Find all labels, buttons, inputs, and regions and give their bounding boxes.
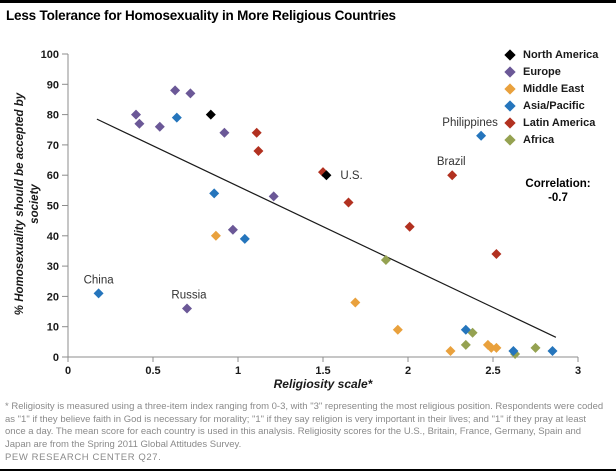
legend-item: Middle East (504, 80, 598, 97)
data-point-latin-america (491, 248, 502, 259)
legend: North America Europe Middle East Asia/Pacif… (504, 46, 598, 148)
legend-diamond-icon (504, 99, 516, 112)
legend-label: Asia/Pacific (523, 99, 585, 112)
y-axis-title: % Homosexuality should be accepted by so… (14, 92, 41, 316)
data-point-europe (185, 88, 196, 99)
data-point-asia-pacific (171, 112, 182, 123)
data-point-europe (227, 224, 238, 235)
legend-diamond-icon (504, 65, 516, 78)
data-point-north-america (321, 170, 332, 181)
data-point-asia-pacific (460, 324, 471, 335)
point-label-brazil: Brazil (437, 156, 466, 168)
legend-label: Latin America (523, 116, 596, 129)
point-label-russia: Russia (171, 290, 207, 302)
point-label-china: China (84, 274, 115, 286)
x-tick-label: 1 (235, 365, 241, 377)
legend-item: Europe (504, 63, 598, 80)
y-tick-label: 30 (47, 261, 59, 273)
data-point-middle-east (445, 345, 456, 356)
data-point-europe (182, 303, 192, 314)
scatter-plot: 0 10 20 30 40 50 60 70 80 90 100 0 0.5 1 1.5 2 2.5 3 China… (41, 49, 581, 377)
y-tick-label: 20 (47, 291, 59, 303)
legend-diamond-icon (504, 48, 516, 61)
legend-item: Asia/Pacific (504, 97, 598, 114)
legend-diamond-icon (504, 116, 516, 129)
data-point-africa (530, 342, 541, 353)
x-axis-title: Religiosity scale* (273, 377, 373, 391)
data-point-asia-pacific (209, 188, 220, 199)
y-tick-label: 100 (41, 49, 59, 61)
chart-title: Less Tolerance for Homosexuality in More… (6, 8, 396, 23)
y-tick-label: 40 (47, 231, 59, 243)
data-point-asia-pacific (476, 130, 487, 141)
data-point-europe (268, 191, 279, 202)
point-label-u-s-: U.S. (340, 170, 362, 182)
data-point-middle-east (491, 342, 502, 353)
x-tick-label: 1.5 (315, 365, 330, 377)
data-point-latin-america (253, 145, 264, 156)
data-point-europe (134, 118, 145, 129)
bottom-rule (0, 469, 616, 471)
data-point-middle-east (350, 297, 361, 308)
data-point-north-america (205, 109, 216, 120)
data-point-europe (131, 109, 141, 120)
legend-label: Africa (523, 133, 555, 146)
correlation-value: -0.7 (548, 192, 568, 204)
footnote: * Religiosity is measured using a three-… (5, 401, 604, 450)
y-tick-label: 60 (47, 170, 59, 182)
data-point-middle-east (392, 324, 403, 335)
data-point-middle-east (486, 342, 497, 353)
data-point-middle-east (210, 230, 221, 241)
correlation-label: Correlation: (525, 178, 591, 190)
legend-item: Africa (504, 131, 598, 148)
data-point-asia-pacific (547, 345, 558, 356)
data-point-asia-pacific (239, 233, 250, 244)
data-point-europe (154, 121, 165, 132)
data-point-asia-pacific (508, 345, 519, 356)
y-tick-label: 0 (53, 352, 59, 364)
legend-diamond-icon (504, 82, 516, 95)
data-point-latin-america (343, 197, 354, 208)
y-tick-label: 90 (47, 79, 59, 91)
data-point-latin-america (404, 221, 415, 232)
data-point-latin-america (447, 170, 458, 181)
top-rule (0, 0, 616, 3)
y-tick-label: 70 (47, 140, 59, 152)
correlation-annotation: Correlation: -0.7 (504, 177, 612, 205)
data-point-latin-america (251, 127, 262, 138)
data-point-africa (380, 255, 391, 266)
x-tick-label: 2 (405, 365, 411, 377)
y-tick-label: 50 (47, 201, 59, 213)
x-tick-label: 2.5 (485, 365, 500, 377)
legend-label: North America (523, 48, 599, 61)
x-tick-label: 0 (65, 365, 71, 377)
legend-label: Europe (523, 65, 561, 78)
legend-item: Latin America (504, 114, 598, 131)
source-line: PEW RESEARCH CENTER Q27. (5, 452, 162, 463)
data-point-africa (460, 339, 471, 350)
y-tick-label: 10 (47, 322, 59, 334)
legend-label: Middle East (523, 82, 585, 95)
legend-diamond-icon (504, 133, 516, 146)
legend-item: North America (504, 46, 598, 63)
data-point-europe (219, 127, 230, 138)
data-point-europe (170, 85, 181, 96)
x-tick-label: 3 (575, 365, 581, 377)
point-label-philippines: Philippines (442, 117, 498, 129)
trend-line (96, 118, 557, 338)
y-tick-label: 80 (47, 110, 59, 122)
data-point-asia-pacific (93, 288, 104, 299)
x-tick-label: 0.5 (145, 365, 160, 377)
